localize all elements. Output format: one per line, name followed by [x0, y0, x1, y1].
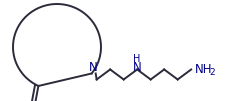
Text: H: H — [133, 54, 140, 64]
Text: N: N — [89, 61, 98, 74]
Text: N: N — [132, 61, 141, 74]
Text: 2: 2 — [208, 68, 214, 77]
Text: NH: NH — [194, 63, 212, 76]
